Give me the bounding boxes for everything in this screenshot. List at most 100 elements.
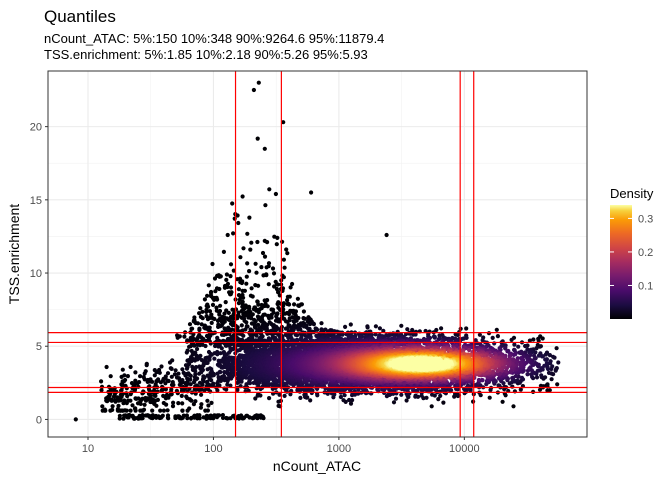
- data-point: [150, 408, 155, 413]
- data-point: [365, 325, 370, 330]
- data-point: [239, 280, 244, 286]
- data-point: [219, 346, 224, 351]
- data-point: [464, 326, 469, 331]
- data-point: [184, 350, 189, 355]
- data-point: [185, 339, 190, 344]
- data-point: [222, 311, 227, 316]
- data-point: [188, 344, 193, 349]
- data-point: [212, 413, 217, 418]
- data-point: [133, 370, 138, 375]
- data-point: [298, 327, 303, 332]
- data-point: [527, 338, 533, 343]
- data-point: [99, 388, 104, 393]
- data-point: [158, 408, 163, 413]
- data-point: [399, 323, 404, 328]
- data-point: [261, 273, 266, 278]
- data-point: [223, 300, 228, 305]
- data-point: [150, 397, 155, 402]
- data-point: [156, 414, 161, 419]
- data-point: [206, 403, 211, 408]
- data-point: [247, 215, 252, 220]
- data-point: [228, 328, 233, 333]
- data-point: [217, 286, 222, 292]
- data-point: [187, 406, 192, 411]
- data-point: [341, 398, 346, 403]
- data-point: [209, 367, 214, 372]
- data-point: [239, 413, 244, 418]
- data-point: [180, 367, 185, 372]
- data-point: [275, 282, 280, 287]
- data-point: [195, 321, 200, 326]
- data-point: [429, 404, 434, 409]
- data-point: [212, 276, 218, 281]
- data-point: [295, 333, 300, 338]
- data-point: [298, 395, 303, 400]
- data-point: [190, 326, 195, 331]
- data-point: [194, 383, 199, 388]
- data-point: [120, 367, 125, 372]
- data-point: [140, 413, 145, 418]
- chart-subtitle-line-1: nCount_ATAC: 5%:150 10%:348 90%:9264.6 9…: [44, 31, 384, 46]
- data-point: [537, 387, 543, 392]
- data-point: [207, 309, 213, 314]
- data-point: [73, 417, 78, 422]
- data-point: [209, 320, 214, 325]
- data-point: [311, 322, 316, 327]
- data-point: [221, 373, 226, 379]
- data-point: [438, 393, 443, 398]
- data-point: [200, 367, 205, 373]
- data-point: [116, 403, 121, 408]
- data-point: [287, 294, 292, 299]
- data-point: [350, 398, 355, 403]
- data-point: [281, 120, 286, 125]
- data-point: [148, 377, 153, 382]
- data-point: [210, 261, 215, 267]
- data-point: [256, 391, 261, 397]
- data-point: [214, 305, 219, 310]
- data-point: [413, 393, 418, 398]
- data-point: [285, 298, 290, 303]
- data-point: [455, 332, 460, 338]
- data-point: [502, 384, 507, 389]
- data-point: [193, 372, 198, 377]
- data-point: [152, 373, 157, 378]
- data-point: [540, 336, 545, 341]
- data-point: [228, 285, 234, 290]
- data-point: [554, 346, 559, 351]
- data-point: [377, 326, 382, 331]
- data-point: [216, 324, 221, 329]
- data-point: [245, 413, 250, 418]
- data-point: [161, 408, 166, 413]
- data-point: [340, 332, 345, 337]
- data-point: [500, 399, 505, 404]
- data-point: [199, 392, 204, 397]
- data-point: [205, 408, 210, 413]
- data-point: [538, 383, 544, 388]
- data-point: [411, 332, 416, 337]
- data-point: [123, 377, 128, 383]
- data-point: [292, 302, 297, 307]
- data-point: [160, 413, 165, 418]
- data-point: [210, 302, 216, 307]
- data-point: [236, 220, 241, 226]
- data-point: [171, 400, 176, 405]
- data-point: [226, 310, 231, 315]
- data-point: [207, 357, 212, 362]
- data-point: [217, 413, 222, 418]
- data-point: [410, 327, 415, 333]
- data-point: [551, 354, 556, 359]
- data-point: [280, 239, 285, 244]
- data-point: [170, 358, 175, 363]
- data-point: [199, 402, 204, 407]
- data-point: [216, 375, 221, 380]
- data-point: [227, 318, 232, 323]
- data-point: [106, 384, 112, 389]
- data-point: [259, 265, 264, 270]
- data-point: [242, 288, 247, 293]
- data-point: [230, 201, 235, 206]
- data-point: [244, 320, 249, 325]
- data-point: [244, 274, 249, 279]
- data-point: [228, 262, 234, 267]
- data-point: [228, 292, 233, 297]
